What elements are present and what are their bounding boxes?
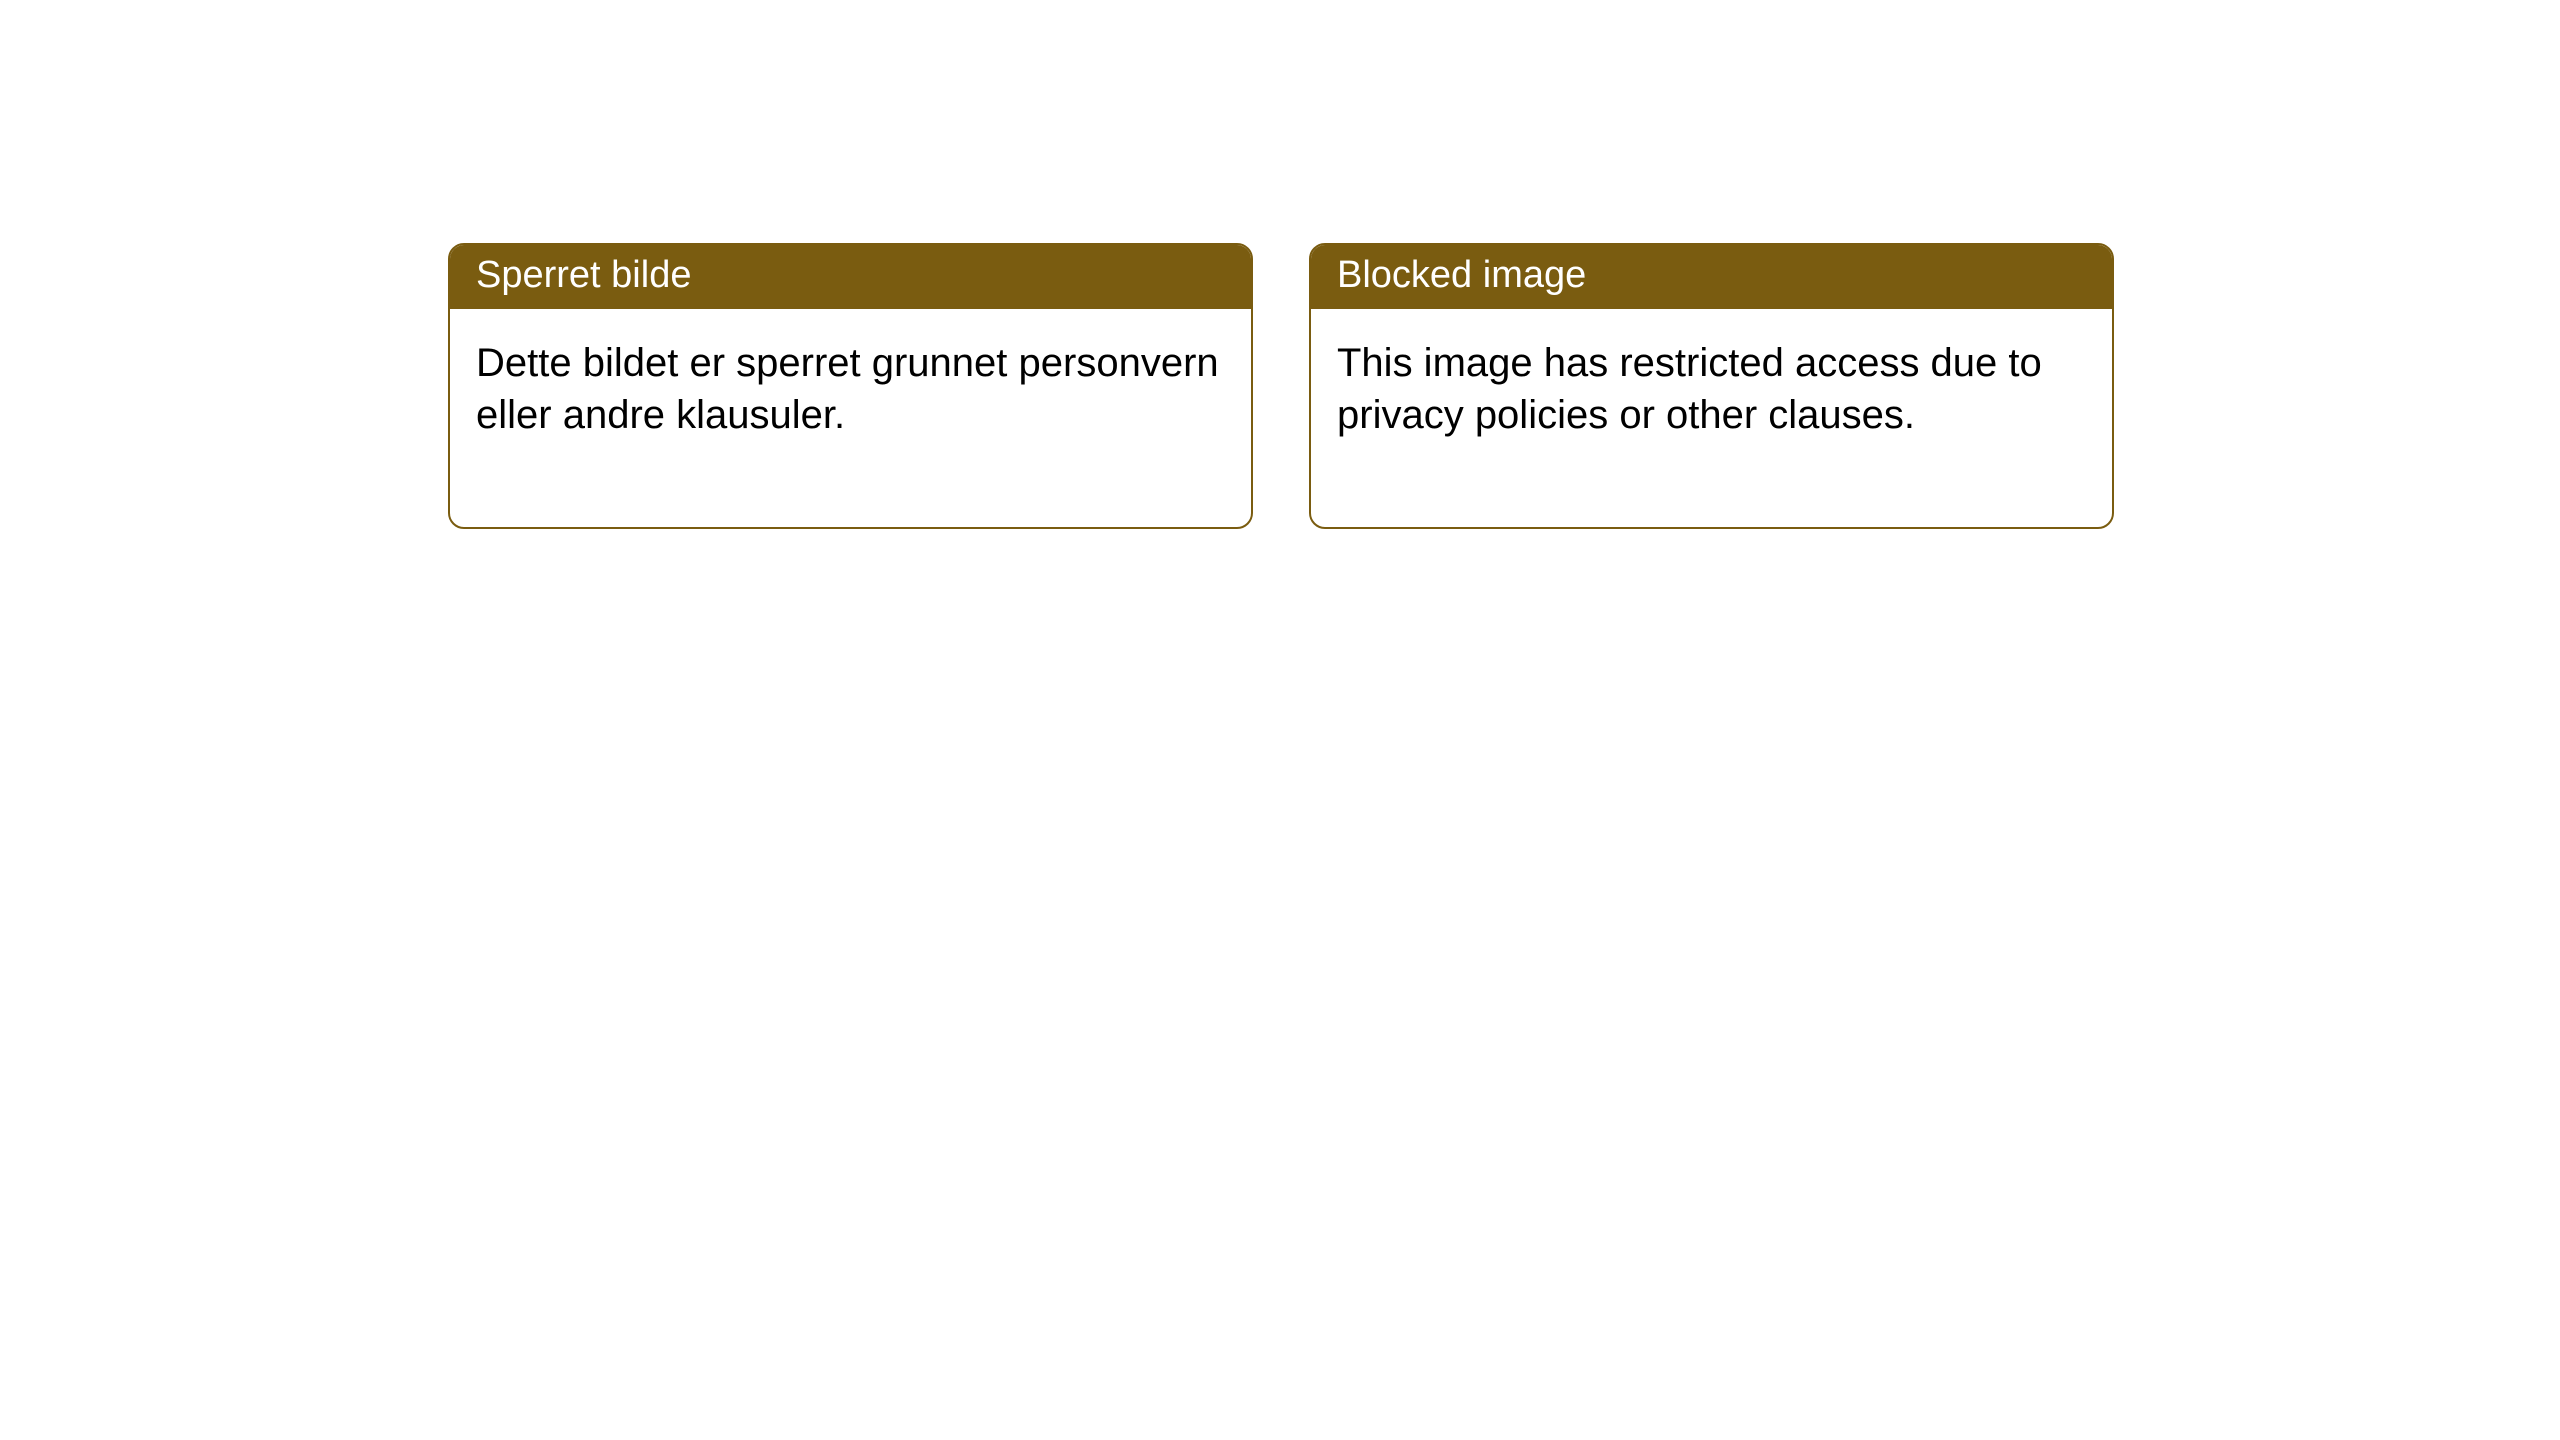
blocked-image-card-no: Sperret bilde Dette bildet er sperret gr… bbox=[448, 243, 1253, 529]
blocked-image-card-en: Blocked image This image has restricted … bbox=[1309, 243, 2114, 529]
card-body-en: This image has restricted access due to … bbox=[1311, 309, 2112, 527]
notice-container: Sperret bilde Dette bildet er sperret gr… bbox=[448, 243, 2114, 529]
card-body-no: Dette bildet er sperret grunnet personve… bbox=[450, 309, 1251, 527]
card-title-no: Sperret bilde bbox=[450, 245, 1251, 309]
card-title-en: Blocked image bbox=[1311, 245, 2112, 309]
